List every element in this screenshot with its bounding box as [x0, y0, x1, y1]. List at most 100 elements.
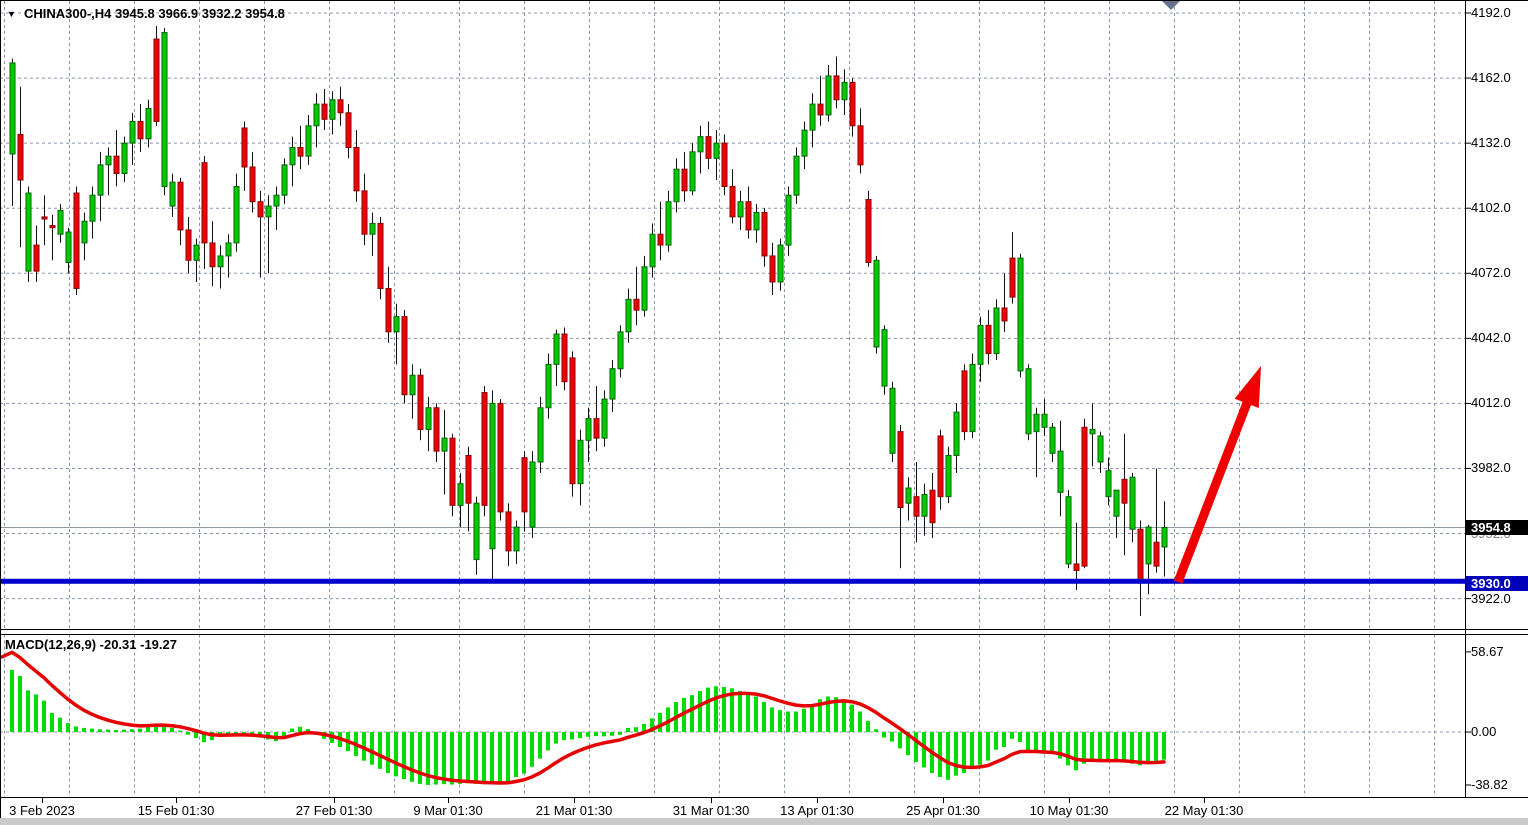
bear-candle	[41, 216, 48, 220]
macd-histogram-bar	[746, 693, 750, 732]
bull-candle	[225, 242, 232, 257]
macd-histogram-bar	[626, 727, 630, 732]
bull-candle	[25, 192, 32, 272]
macd-histogram-bar	[18, 676, 22, 732]
macd-histogram-bar	[1138, 732, 1142, 766]
macd-histogram-bar	[1018, 732, 1022, 742]
macd-histogram-bar	[650, 718, 654, 732]
bull-candle	[673, 168, 680, 203]
bear-candle	[49, 225, 56, 229]
bull-candle	[457, 483, 464, 506]
bull-candle	[609, 368, 616, 400]
macd-histogram-bar	[570, 732, 574, 740]
bear-candle	[385, 287, 392, 333]
bull-candle	[265, 205, 272, 218]
bear-candle	[433, 407, 440, 452]
macd-histogram-bar	[1122, 732, 1126, 763]
macd-histogram-bar	[538, 732, 542, 759]
current-price-tag: 3954.8	[1466, 520, 1528, 535]
macd-histogram-bar	[306, 728, 310, 732]
bull-candle	[945, 454, 952, 498]
price-scale-label: 4102.0	[1471, 200, 1511, 215]
bull-candle	[425, 407, 432, 430]
macd-histogram-bar	[1154, 732, 1158, 763]
bear-candle	[481, 392, 488, 506]
bear-candle	[681, 168, 688, 192]
bear-candle	[361, 190, 368, 235]
macd-histogram-bar	[794, 711, 798, 732]
macd-histogram-bar	[1042, 732, 1046, 754]
macd-histogram-bar	[890, 732, 894, 742]
macd-histogram-bar	[954, 732, 958, 776]
bull-candle	[617, 331, 624, 370]
bear-candle	[633, 298, 640, 311]
bear-candle	[465, 454, 472, 504]
bear-candle	[1081, 426, 1088, 567]
bull-candle	[1033, 413, 1040, 433]
support-price-tag: 3930.0	[1466, 576, 1528, 591]
macd-histogram-bar	[90, 728, 94, 732]
bear-candle	[185, 229, 192, 261]
macd-histogram-bar	[194, 732, 198, 739]
macd-histogram-bar	[138, 728, 142, 732]
bull-candle	[513, 526, 520, 552]
bear-candle	[1073, 563, 1080, 571]
macd-histogram-bar	[146, 724, 150, 732]
macd-histogram-bar	[1058, 732, 1062, 759]
autoscroll-marker-icon[interactable]	[1162, 1, 1180, 10]
bullish-arrow-head[interactable]	[1234, 366, 1261, 408]
price-scale-label: 4012.0	[1471, 395, 1511, 410]
macd-histogram-bar	[66, 723, 70, 732]
macd-signal-line	[0, 650, 1166, 785]
macd-histogram-bar	[1066, 732, 1070, 766]
bull-candle	[713, 142, 720, 159]
macd-histogram-bar	[842, 699, 846, 732]
macd-histogram-bar	[154, 723, 158, 732]
bear-candle	[137, 120, 144, 140]
support-trendline[interactable]	[0, 578, 1465, 584]
bear-candle	[337, 99, 344, 114]
macd-histogram-bar	[386, 732, 390, 773]
macd-histogram-bar	[850, 704, 854, 732]
macd-histogram-bar	[114, 729, 118, 732]
bull-candle	[689, 151, 696, 192]
symbol-collapse-icon[interactable]: ▼	[7, 9, 16, 19]
macd-histogram-bar	[690, 695, 694, 732]
bear-candle	[377, 222, 384, 289]
bullish-arrow-shaft[interactable]	[1173, 401, 1252, 584]
bear-candle	[1153, 541, 1160, 567]
bull-candle	[585, 418, 592, 441]
macd-histogram-bar	[50, 712, 54, 732]
macd-scale-label-zero: 0.00	[1471, 724, 1497, 739]
price-scale-label: 4192.0	[1471, 5, 1511, 20]
bull-candle	[825, 75, 832, 116]
macd-histogram-bar	[666, 707, 670, 732]
macd-histogram-bar	[802, 708, 806, 732]
macd-scale-label-max: 58.67	[1471, 644, 1504, 659]
macd-histogram-bar	[34, 694, 38, 732]
bear-candle	[865, 199, 872, 263]
bull-candle	[809, 103, 816, 131]
bull-candle	[649, 233, 656, 268]
bull-candle	[65, 231, 72, 263]
macd-histogram-bar	[58, 717, 62, 732]
time-scale-label: 9 Mar 01:30	[413, 803, 483, 818]
bear-candle	[321, 103, 328, 120]
macd-histogram-bar	[378, 732, 382, 769]
macd-histogram-bar	[962, 732, 966, 773]
macd-histogram-bar	[1026, 732, 1030, 751]
bull-candle	[1049, 426, 1056, 454]
bull-candle	[625, 298, 632, 333]
bull-candle	[121, 142, 128, 175]
macd-histogram-bar	[434, 732, 438, 785]
macd-histogram-bar	[994, 732, 998, 750]
bear-candle	[913, 496, 920, 517]
bull-candle	[953, 411, 960, 456]
macd-histogram-bar	[986, 732, 990, 761]
bull-candle	[369, 222, 376, 235]
bull-candle	[1145, 526, 1152, 565]
macd-histogram-bar	[610, 732, 614, 736]
time-scale-label: 31 Mar 01:30	[672, 803, 750, 818]
bear-candle	[593, 418, 600, 439]
